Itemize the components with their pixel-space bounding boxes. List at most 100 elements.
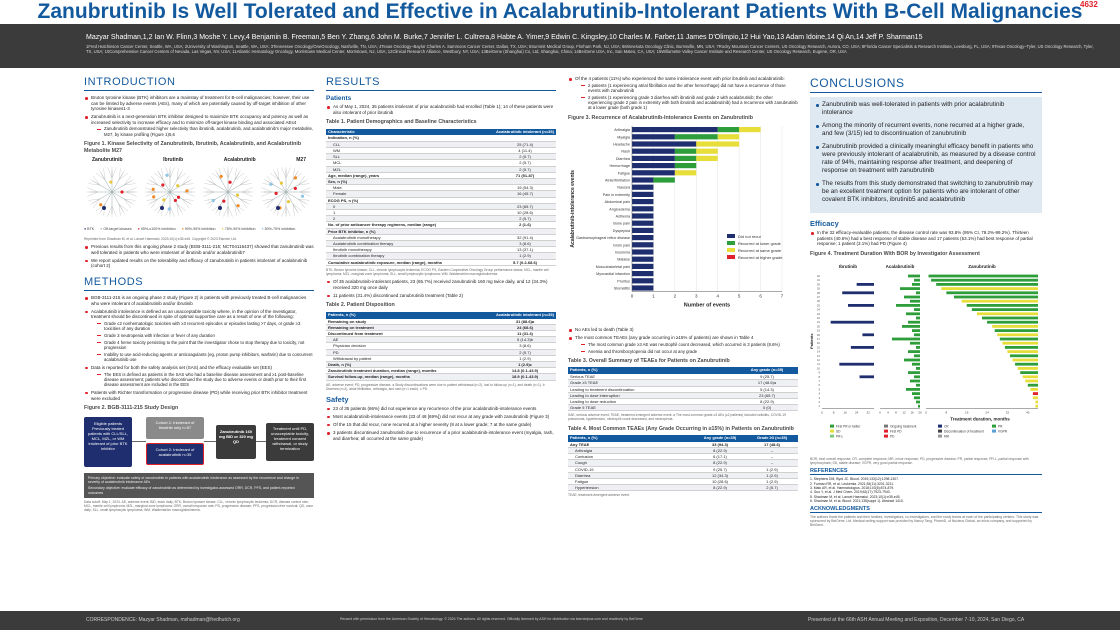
duration-bar <box>976 312 1038 316</box>
patient-label: 13 <box>817 354 821 358</box>
table-header: Grade ≥3 (n=35) <box>746 435 798 442</box>
table-row: Male 19 (54.3) <box>326 184 556 192</box>
disposition-bullet: Of 35 acalabrutinib-intolerant patients,… <box>326 279 556 290</box>
bar-segment <box>632 256 654 262</box>
kinome-branch <box>124 183 136 186</box>
table-row: Cumulative acalabrutinib exposure, media… <box>326 259 556 266</box>
patient-label: 14 <box>817 350 821 354</box>
duration-bar <box>859 375 874 379</box>
row-label: Sex, n (%) <box>326 178 494 186</box>
patient-label: 10 <box>817 367 821 371</box>
figure4-note: BOR, best overall response; CR, complete… <box>810 457 1029 466</box>
patient-label: 9 <box>818 371 820 375</box>
category-label: Hemorrhage <box>610 164 631 168</box>
footer-bar: CORRESPONDENCE: Mazyar Shadman, mshadman… <box>0 611 1120 630</box>
off-target-kinase-dot <box>222 199 226 203</box>
legend-swatch <box>938 434 942 438</box>
row-label: Grade 5 TEAE <box>568 404 736 412</box>
kinome-branch <box>150 175 159 186</box>
table-row: Death, n (%) 1 (2.9)c <box>326 361 556 369</box>
kinome-branch <box>234 168 237 180</box>
kinome-branch <box>241 191 253 197</box>
table-row: Sex, n (%) <box>326 178 556 186</box>
duration-bar <box>904 295 920 299</box>
kinome-branch <box>234 172 245 181</box>
kinome-branch <box>176 168 179 180</box>
patient-label: 11 <box>817 362 820 366</box>
kinome-branch <box>153 204 164 212</box>
teae-summary-table: Patients, n (%) Any grade (n=35) Serious … <box>568 367 798 412</box>
affiliations: 1Fred Hutchinson Cancer Center, Seattle,… <box>86 44 1094 55</box>
row-label: WM <box>326 147 494 155</box>
row-value: 1 (2.9) <box>494 252 556 260</box>
kinome-branch <box>234 204 237 216</box>
kinome-branch <box>215 170 222 181</box>
safety-heading: Safety <box>326 394 349 404</box>
kinome-trees-graphic <box>87 167 311 218</box>
row-label: Ibrutinib combination therapy <box>326 252 494 260</box>
row-label: Fatigue <box>568 478 694 486</box>
kinome-branch <box>99 170 106 181</box>
results-bullet: The most common TEAEs (any grade occurri… <box>568 335 798 354</box>
kinome-branch <box>281 167 287 179</box>
kinome-branch <box>264 198 274 205</box>
table-row: Zanubrutinib treatment duration, median … <box>326 367 556 375</box>
row-value: 13 (37.1) <box>494 246 556 254</box>
duration-bar <box>914 308 920 312</box>
x-tick-label: 0 <box>821 411 823 415</box>
kinome-branch <box>118 204 129 212</box>
demographics-table: Characteristic Acalabrutinib intolerant (… <box>326 128 556 266</box>
row-value: 32 (91.4) <box>494 234 556 241</box>
row-value: 8 (22.9) <box>694 447 746 455</box>
kinome-branch <box>239 198 248 209</box>
duration-bar <box>1032 396 1038 400</box>
table-row: Acalabrutinib monotherapy 32 (91.4) <box>326 234 556 241</box>
primary-objective: Primary objective: evaluate safety of za… <box>88 475 299 485</box>
bar-segment <box>632 285 654 291</box>
duration-bar <box>906 312 920 316</box>
kinome-branch <box>240 198 250 205</box>
duration-bar <box>994 329 1038 333</box>
patient-label: 12 <box>817 358 821 362</box>
kinome-branch <box>176 170 183 181</box>
table-row: AE 5 (14.3)b <box>326 336 556 344</box>
duration-bar <box>954 295 1038 299</box>
category-label: Arthralgia <box>614 128 631 132</box>
kinome-branch <box>269 172 280 181</box>
introduction-heading: INTRODUCTION <box>84 76 314 91</box>
patients-bullet: As of May 1, 2024, 35 patients intoleran… <box>326 104 556 115</box>
row-value: 1 (2.9) <box>746 466 798 473</box>
kinome-branch <box>266 198 275 209</box>
duration-bar <box>902 325 920 329</box>
table-header: Acalabrutinib intolerant (n=35) <box>494 311 556 319</box>
table4-note: TEAE, treatment-emergent adverse event. <box>568 493 630 498</box>
kinome-branch <box>227 205 233 217</box>
table-header: Any grade (n=35) <box>736 367 798 375</box>
patient-label: 7 <box>818 379 820 383</box>
x-tick-label: 8 <box>895 411 897 415</box>
patient-label: 20 <box>817 325 821 329</box>
table-row: Contusion 6 (17.1) – <box>568 453 798 461</box>
kinome-branch <box>181 175 190 186</box>
duration-bar <box>896 304 920 308</box>
duration-bar <box>916 400 920 404</box>
treatment-until-box: Treatment until PD, unacceptable toxicit… <box>266 422 314 461</box>
legend-label: Recurred at lower grade <box>738 241 782 246</box>
reference-item: 4. Guo Y, et al. J Med Chem. 2019;62(17)… <box>810 490 891 495</box>
category-label: Dyspepsia <box>613 229 631 233</box>
bar-segment <box>674 134 718 140</box>
x-tick-label: 16 <box>843 411 847 415</box>
duration-bar <box>916 316 920 320</box>
row-value: 5 (14.3)b <box>494 336 556 344</box>
off-target-kinase-dot <box>162 198 166 202</box>
row-label: Leading to dose reduction <box>568 398 736 406</box>
table-row: Diarrhea 12 (34.3) 1 (2.9) <box>568 472 798 480</box>
safety-bullet: Most acalabrutinib-intolerance events (3… <box>326 414 556 420</box>
row-label: 0 <box>326 203 494 210</box>
table-row: MCL 2 (5.7) <box>326 159 556 167</box>
kinome-branch <box>118 170 125 181</box>
safety-bullet: Of the 15 that did recur, none recurred … <box>326 422 556 428</box>
row-label: Age, median (range), years <box>326 172 494 179</box>
table-row: No. of prior anticancer therapy regimens… <box>326 221 556 229</box>
